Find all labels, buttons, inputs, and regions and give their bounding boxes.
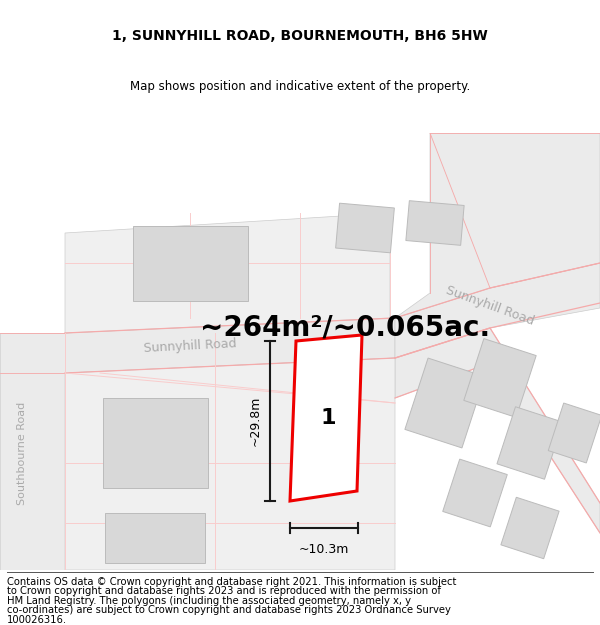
Text: Southbourne Road: Southbourne Road [17,401,27,504]
Text: HM Land Registry. The polygons (including the associated geometry, namely x, y: HM Land Registry. The polygons (includin… [7,596,411,606]
Polygon shape [395,263,600,358]
Text: 1, SUNNYHILL ROAD, BOURNEMOUTH, BH6 5HW: 1, SUNNYHILL ROAD, BOURNEMOUTH, BH6 5HW [112,29,488,43]
Polygon shape [65,358,395,570]
Text: ~10.3m: ~10.3m [299,543,349,556]
Polygon shape [103,398,208,488]
Text: 1: 1 [320,408,336,428]
Text: co-ordinates) are subject to Crown copyright and database rights 2023 Ordnance S: co-ordinates) are subject to Crown copyr… [7,606,451,616]
Text: ~29.8m: ~29.8m [249,396,262,446]
Polygon shape [548,403,600,463]
Polygon shape [105,513,205,563]
Text: 100026316.: 100026316. [7,615,67,625]
Polygon shape [501,498,559,559]
Polygon shape [406,201,464,246]
Polygon shape [497,407,563,479]
Polygon shape [65,318,395,373]
Polygon shape [0,333,65,570]
Polygon shape [443,459,507,527]
Polygon shape [405,358,485,448]
Text: Contains OS data © Crown copyright and database right 2021. This information is : Contains OS data © Crown copyright and d… [7,577,457,587]
Polygon shape [395,133,600,318]
Polygon shape [464,339,536,418]
Text: Sunnyhill Road: Sunnyhill Road [444,284,536,328]
Polygon shape [133,226,248,301]
Text: Sunnyhill Road: Sunnyhill Road [143,337,237,355]
Polygon shape [65,213,390,333]
Text: to Crown copyright and database rights 2023 and is reproduced with the permissio: to Crown copyright and database rights 2… [7,586,441,596]
Text: Map shows position and indicative extent of the property.: Map shows position and indicative extent… [130,80,470,93]
Polygon shape [395,328,600,533]
Polygon shape [290,335,362,501]
Text: ~264m²/~0.065ac.: ~264m²/~0.065ac. [200,314,490,342]
Polygon shape [335,203,394,252]
